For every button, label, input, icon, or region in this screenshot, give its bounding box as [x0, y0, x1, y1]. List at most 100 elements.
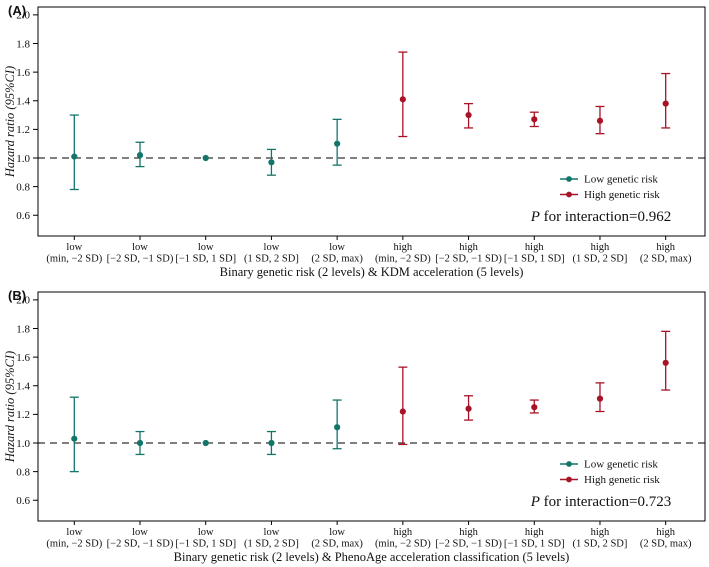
- errorbar: [69, 114, 79, 191]
- errorbar: [266, 148, 276, 176]
- data-point-marker: [662, 359, 669, 366]
- legend-marker-dot: [566, 461, 572, 467]
- x-axis-title: Binary genetic risk (2 levels) & KDM acc…: [220, 265, 524, 279]
- x-category-range-label: (min, −2 SD): [46, 539, 102, 550]
- panel: (B)2.0 1.8 1.6 1.4 1.2 1.0 0.8 0.6 Hazard ratio …: [3, 288, 706, 564]
- legend-marker-dot: [566, 176, 572, 182]
- errorbar: [529, 111, 539, 128]
- errorbar: [202, 439, 209, 447]
- y-tick-label: 1.8: [16, 323, 30, 335]
- errorbar: [398, 366, 408, 446]
- data-point-marker: [136, 439, 144, 447]
- data-point-marker: [662, 100, 669, 107]
- x-category-range-label: [−2 SD, −1 SD): [435, 254, 502, 265]
- errorbar: [464, 102, 474, 129]
- y-tick-label: 1.0: [16, 153, 30, 165]
- errorbar: [266, 430, 276, 456]
- data-point-marker: [334, 424, 341, 431]
- data-point-marker: [465, 405, 472, 412]
- data-point-marker: [71, 435, 78, 442]
- plot-frame: [37, 6, 706, 237]
- y-tick-label: 1.4: [16, 96, 30, 108]
- panel-label: (B): [8, 288, 26, 303]
- data-point-marker: [136, 152, 144, 159]
- data-point-marker: [334, 140, 341, 147]
- data-point-marker: [268, 159, 275, 166]
- y-tick-label: 0.6: [16, 495, 30, 507]
- x-category-group-label: low: [132, 242, 148, 253]
- errorbar: [202, 154, 209, 162]
- x-category-range-label: [−1 SD, 1 SD]: [504, 539, 565, 550]
- y-axis-title: Hazard ratio (95%CI): [3, 351, 17, 463]
- x-category-range-label: [−2 SD, −1 SD): [107, 254, 174, 265]
- x-category-group-label: low: [329, 242, 345, 253]
- errorbar: [661, 330, 671, 391]
- y-tick-label: 1.4: [16, 381, 30, 393]
- y-tick-label: 2.0: [16, 10, 30, 22]
- data-point-marker: [531, 404, 538, 411]
- x-category-range-label: (2 SD, max): [640, 254, 692, 265]
- legend-item: Low genetic risk: [560, 174, 658, 186]
- panel: (A)2.0 1.8 1.6 1.4 1.2 1.0 0.8 0.6 Hazard ratio …: [3, 3, 706, 279]
- p-italic: P: [530, 494, 540, 510]
- x-category-range-label: (min, −2 SD): [46, 254, 102, 265]
- x-category-group-label: high: [656, 242, 675, 253]
- x-category-group-label: low: [66, 527, 82, 538]
- errorbar: [529, 399, 539, 414]
- x-category-group-label: high: [656, 527, 675, 538]
- x-category-group-label: low: [264, 242, 280, 253]
- data-point-marker: [399, 408, 406, 415]
- legend-item: High genetic risk: [560, 189, 660, 201]
- legend-item: Low genetic risk: [560, 459, 658, 471]
- legend-item: High genetic risk: [560, 474, 660, 486]
- y-tick-label: 1.2: [16, 409, 30, 421]
- x-category-range-label: (2 SD, max): [640, 539, 692, 550]
- x-category-range-label: [−1 SD, 1 SD]: [175, 539, 236, 550]
- y-tick-label: 1.2: [16, 124, 30, 136]
- data-point-marker: [399, 96, 406, 103]
- legend-label: High genetic risk: [584, 189, 660, 201]
- x-category-group-label: high: [525, 242, 544, 253]
- x-category-range-label: (2 SD, max): [311, 539, 363, 550]
- p-interaction-text: P for interaction=0.723: [530, 494, 672, 510]
- errorbar: [332, 399, 342, 450]
- x-category-range-label: (1 SD, 2 SD]: [244, 254, 299, 265]
- x-category-group-label: low: [198, 527, 214, 538]
- x-category-group-label: low: [66, 242, 82, 253]
- x-category-range-label: (1 SD, 2 SD]: [573, 254, 628, 265]
- y-tick-label: 1.0: [16, 438, 30, 450]
- x-category-group-label: high: [394, 242, 413, 253]
- x-category-group-label: high: [591, 242, 610, 253]
- data-point-marker: [202, 439, 209, 447]
- legend-marker-dot: [566, 191, 572, 198]
- x-category-range-label: (min, −2 SD): [375, 254, 431, 265]
- x-category-group-label: low: [329, 527, 345, 538]
- x-category-range-label: [−2 SD, −1 SD): [107, 539, 174, 550]
- y-tick-label: 0.8: [16, 466, 30, 478]
- errorbar: [398, 51, 408, 138]
- data-point-marker: [531, 116, 538, 123]
- errorbar: [661, 72, 671, 129]
- y-tick-label: 1.6: [16, 352, 30, 364]
- x-category-group-label: low: [264, 527, 280, 538]
- plot-frame: [37, 291, 706, 522]
- x-category-group-label: high: [591, 527, 610, 538]
- x-category-range-label: [−2 SD, −1 SD): [435, 539, 502, 550]
- x-category-range-label: [−1 SD, 1 SD]: [504, 254, 565, 265]
- errorbar: [595, 382, 605, 413]
- x-category-group-label: high: [459, 242, 478, 253]
- errorbar: [69, 396, 79, 473]
- x-category-range-label: [−1 SD, 1 SD]: [175, 254, 236, 265]
- legend-label: Low genetic risk: [584, 459, 658, 471]
- panel-label: (A): [8, 3, 26, 18]
- errorbar: [332, 118, 342, 166]
- data-point-marker: [71, 153, 78, 160]
- x-category-range-label: (1 SD, 2 SD]: [244, 539, 299, 550]
- x-category-group-label: high: [394, 527, 413, 538]
- data-point-marker: [202, 154, 209, 162]
- data-point-marker: [465, 111, 472, 119]
- x-category-range-label: (min, −2 SD): [375, 539, 431, 550]
- errorbar: [135, 430, 145, 456]
- data-point-marker: [596, 117, 604, 124]
